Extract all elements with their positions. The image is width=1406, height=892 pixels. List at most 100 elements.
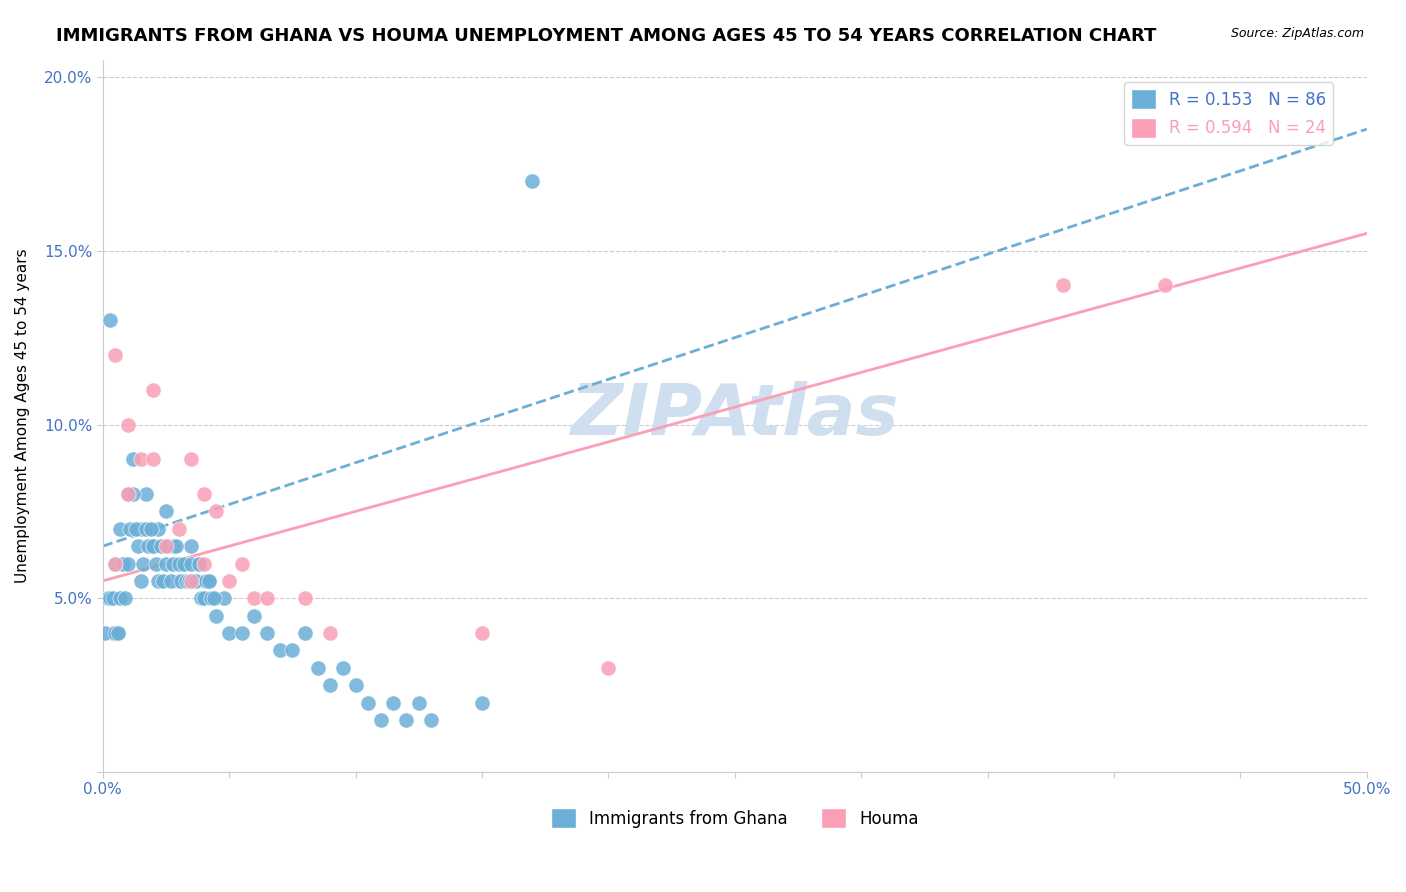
Point bbox=[104, 348, 127, 362]
Point bbox=[173, 557, 195, 571]
Point bbox=[212, 591, 235, 606]
Point bbox=[111, 557, 134, 571]
Point bbox=[167, 574, 190, 588]
Point bbox=[162, 557, 184, 571]
Point bbox=[198, 574, 221, 588]
Point bbox=[142, 539, 165, 553]
Point bbox=[408, 696, 430, 710]
Legend: Immigrants from Ghana, Houma: Immigrants from Ghana, Houma bbox=[544, 801, 925, 835]
Point bbox=[104, 557, 127, 571]
Point bbox=[243, 591, 266, 606]
Point bbox=[522, 174, 544, 188]
Point bbox=[129, 452, 152, 467]
Point bbox=[107, 626, 129, 640]
Point bbox=[200, 591, 222, 606]
Point bbox=[117, 417, 139, 432]
Point bbox=[332, 661, 354, 675]
Point bbox=[110, 522, 132, 536]
Point bbox=[122, 487, 145, 501]
Point bbox=[193, 557, 215, 571]
Point bbox=[101, 591, 124, 606]
Point bbox=[129, 574, 152, 588]
Point bbox=[94, 626, 117, 640]
Point bbox=[193, 487, 215, 501]
Point bbox=[124, 522, 146, 536]
Point bbox=[97, 591, 120, 606]
Point bbox=[104, 626, 127, 640]
Point bbox=[420, 713, 443, 727]
Point bbox=[135, 487, 157, 501]
Point bbox=[205, 504, 228, 518]
Point bbox=[114, 591, 136, 606]
Point bbox=[382, 696, 405, 710]
Point bbox=[269, 643, 291, 657]
Point bbox=[281, 643, 304, 657]
Point bbox=[117, 487, 139, 501]
Point bbox=[155, 557, 177, 571]
Point bbox=[101, 626, 124, 640]
Point bbox=[294, 591, 316, 606]
Point bbox=[142, 452, 165, 467]
Point bbox=[218, 574, 240, 588]
Point bbox=[165, 539, 187, 553]
Point bbox=[142, 539, 165, 553]
Point bbox=[174, 574, 197, 588]
Point bbox=[1153, 278, 1175, 293]
Point bbox=[117, 557, 139, 571]
Text: Source: ZipAtlas.com: Source: ZipAtlas.com bbox=[1230, 27, 1364, 40]
Point bbox=[135, 522, 157, 536]
Point bbox=[117, 487, 139, 501]
Point bbox=[193, 591, 215, 606]
Point bbox=[1052, 278, 1074, 293]
Point bbox=[110, 591, 132, 606]
Point bbox=[180, 539, 202, 553]
Point bbox=[145, 557, 167, 571]
Point bbox=[256, 626, 278, 640]
Point bbox=[190, 591, 212, 606]
Point bbox=[471, 696, 494, 710]
Point bbox=[177, 574, 200, 588]
Point bbox=[294, 626, 316, 640]
Point bbox=[307, 661, 329, 675]
Point bbox=[218, 626, 240, 640]
Point bbox=[142, 383, 165, 397]
Point bbox=[160, 574, 183, 588]
Point bbox=[167, 557, 190, 571]
Point bbox=[107, 626, 129, 640]
Point bbox=[136, 539, 159, 553]
Point bbox=[132, 557, 155, 571]
Point bbox=[97, 591, 120, 606]
Point bbox=[139, 522, 162, 536]
Point bbox=[187, 557, 209, 571]
Point bbox=[598, 661, 620, 675]
Point bbox=[319, 626, 342, 640]
Point bbox=[155, 504, 177, 518]
Point bbox=[205, 608, 228, 623]
Point bbox=[111, 557, 134, 571]
Point bbox=[243, 608, 266, 623]
Point bbox=[120, 522, 142, 536]
Point bbox=[98, 313, 121, 327]
Point bbox=[319, 678, 342, 692]
Point bbox=[202, 591, 225, 606]
Point bbox=[256, 591, 278, 606]
Point bbox=[155, 539, 177, 553]
Point bbox=[471, 626, 494, 640]
Point bbox=[186, 574, 208, 588]
Point bbox=[357, 696, 380, 710]
Point bbox=[344, 678, 367, 692]
Point bbox=[187, 557, 209, 571]
Point bbox=[195, 574, 218, 588]
Point bbox=[395, 713, 418, 727]
Point bbox=[162, 539, 184, 553]
Point bbox=[180, 452, 202, 467]
Y-axis label: Unemployment Among Ages 45 to 54 years: Unemployment Among Ages 45 to 54 years bbox=[15, 249, 30, 583]
Text: IMMIGRANTS FROM GHANA VS HOUMA UNEMPLOYMENT AMONG AGES 45 TO 54 YEARS CORRELATIO: IMMIGRANTS FROM GHANA VS HOUMA UNEMPLOYM… bbox=[56, 27, 1157, 45]
Point bbox=[157, 539, 180, 553]
Point bbox=[173, 557, 195, 571]
Point bbox=[198, 574, 221, 588]
Point bbox=[170, 574, 193, 588]
Text: ZIPAtlas: ZIPAtlas bbox=[571, 381, 898, 450]
Point bbox=[231, 626, 253, 640]
Point bbox=[104, 557, 127, 571]
